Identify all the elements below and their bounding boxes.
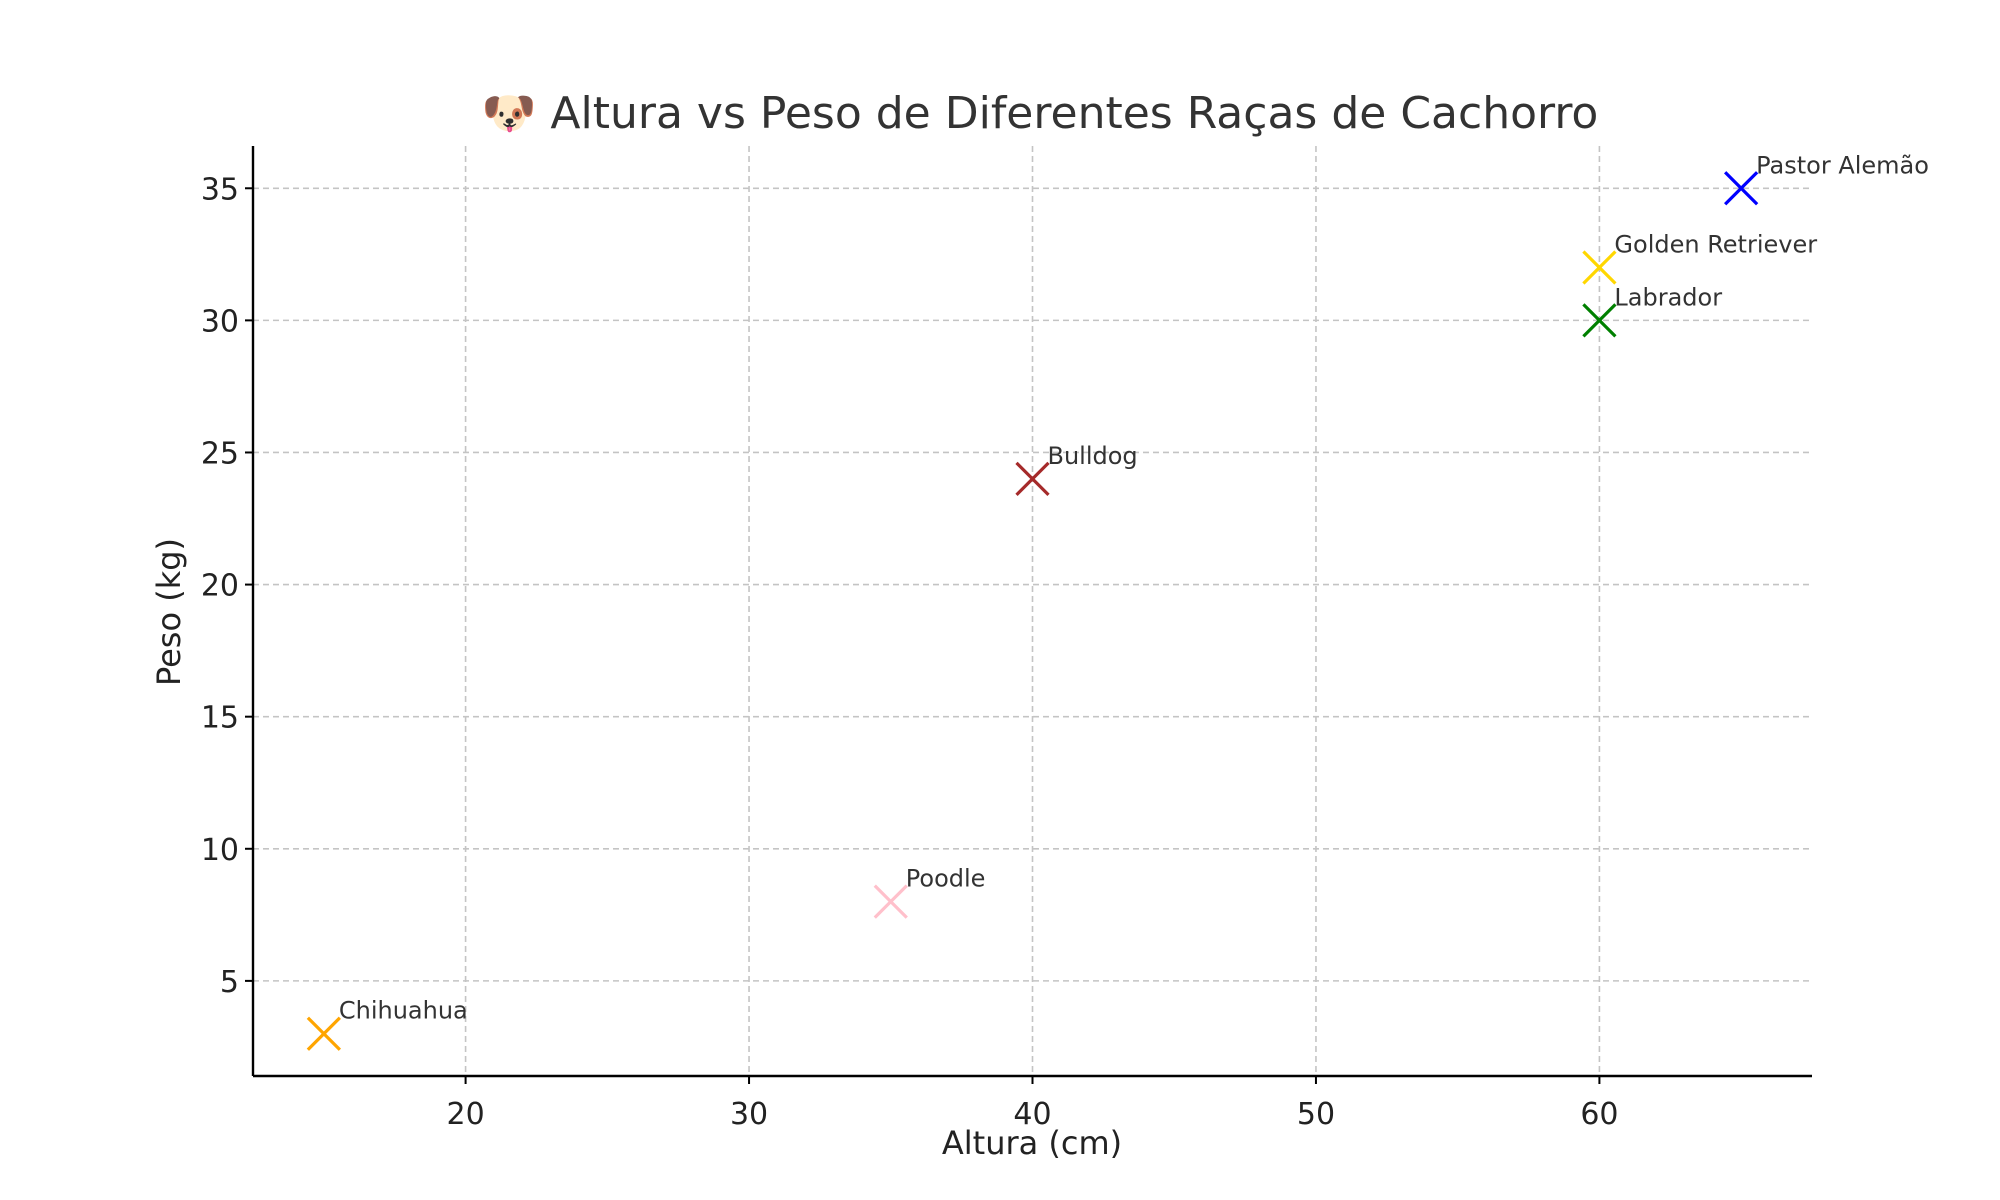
- data-points: Chihuahua Poodle Bulldog Labrador Golden Ret…: [306, 151, 1929, 1051]
- y-tick-label: 35: [201, 172, 239, 207]
- point-marker-stroke: [306, 1016, 341, 1051]
- y-tick-label: 5: [220, 965, 239, 1000]
- point-label: Bulldog: [1048, 442, 1138, 470]
- x-tick-label: 40: [1013, 1097, 1051, 1132]
- point-marker-stroke: [1015, 461, 1050, 497]
- x-tick-label: 30: [730, 1097, 768, 1132]
- data-point: Bulldog: [1015, 442, 1138, 497]
- y-tick-label: 10: [201, 833, 239, 868]
- y-axis-title: Peso (kg): [150, 538, 188, 686]
- point-marker-stroke: [1724, 171, 1759, 206]
- data-point: Poodle: [873, 865, 986, 919]
- x-tick-label: 50: [1297, 1097, 1335, 1132]
- y-tick-label: 20: [201, 569, 239, 604]
- point-label: Pastor Alemão: [1756, 151, 1929, 179]
- point-label: Poodle: [906, 865, 986, 893]
- x-tick-label: 20: [446, 1097, 484, 1132]
- data-point: Pastor Alemão: [1724, 151, 1929, 206]
- point-marker-stroke: [873, 884, 908, 919]
- y-tick-label: 30: [201, 304, 239, 339]
- point-label: Chihuahua: [339, 997, 468, 1025]
- point-label: Golden Retriever: [1614, 231, 1817, 259]
- y-tick-label: 25: [201, 436, 239, 471]
- point-marker-stroke: [1582, 303, 1617, 338]
- chart-title: 🐶 Altura vs Peso de Diferentes Raças de …: [482, 88, 1599, 139]
- grid: [253, 146, 1812, 1076]
- x-axis-title: Altura (cm): [942, 1124, 1122, 1162]
- y-tick-label: 15: [201, 701, 239, 736]
- data-point: Labrador: [1582, 283, 1722, 338]
- data-point: Golden Retriever: [1582, 231, 1817, 285]
- y-ticks: 5 10 15 20 25 30 35: [201, 172, 253, 1000]
- data-point: Chihuahua: [306, 997, 468, 1051]
- point-marker-stroke: [1582, 250, 1617, 285]
- x-ticks: 20 30 40 50 60: [446, 1076, 1619, 1132]
- x-tick-label: 60: [1580, 1097, 1618, 1132]
- point-label: Labrador: [1614, 283, 1722, 311]
